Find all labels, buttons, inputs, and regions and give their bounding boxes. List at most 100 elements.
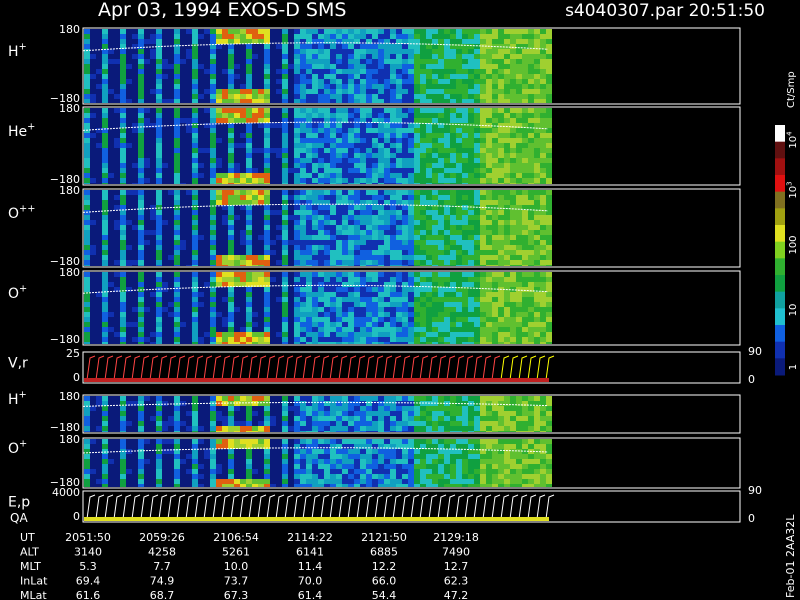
spectrogram-cell: [402, 34, 408, 39]
spectrogram-cell: [156, 255, 162, 260]
spectrogram-cell: [540, 200, 546, 205]
spectrogram-cell: [546, 39, 552, 44]
spectrogram-cell: [276, 302, 282, 307]
spectrogram-cell: [378, 265, 384, 266]
spectrogram-cell: [192, 143, 198, 148]
spectrogram-cell: [438, 158, 444, 163]
spectrogram-cell: [390, 99, 396, 103]
spectrogram-cell: [276, 317, 282, 322]
spectrogram-cell: [456, 240, 462, 245]
spectrogram-cell: [156, 168, 162, 173]
spectrogram-cell: [288, 297, 294, 302]
spectrogram-cell: [102, 282, 108, 287]
spectrogram-cell: [396, 265, 402, 266]
spectrogram-cell: [474, 332, 480, 337]
spectrogram-cell: [132, 44, 138, 49]
spectrogram-cell: [264, 327, 270, 332]
spectrogram-cell: [228, 59, 234, 64]
spectrogram-cell: [306, 230, 312, 235]
spectrogram-cell: [84, 168, 90, 173]
spectrogram-cell: [480, 143, 486, 148]
spectrogram-cell: [210, 79, 216, 84]
spectrogram-cell: [246, 332, 252, 337]
spectrogram-cell: [516, 265, 522, 266]
spectrogram-cell: [150, 272, 156, 277]
spectrogram-cell: [420, 64, 426, 69]
spectrogram-cell: [522, 282, 528, 287]
spectrogram-cell: [516, 260, 522, 265]
spectrogram-cell: [144, 128, 150, 133]
spectrogram-cell: [276, 183, 282, 184]
spectrogram-cell: [132, 250, 138, 255]
spectrogram-cell: [144, 79, 150, 84]
spectrogram-cell: [402, 342, 408, 344]
spectrogram-cell: [96, 337, 102, 342]
spectrogram-cell: [306, 297, 312, 302]
spectrogram-cell: [282, 245, 288, 250]
spectrogram-cell: [288, 332, 294, 337]
spectrogram-cell: [432, 292, 438, 297]
spectrogram-cell: [456, 210, 462, 215]
spectrogram-cell: [84, 220, 90, 225]
spectrogram-cell: [162, 200, 168, 205]
spectrogram-cell: [528, 49, 534, 54]
spectrogram-cell: [138, 302, 144, 307]
spectrogram-cell: [402, 118, 408, 123]
spectrogram-cell: [390, 307, 396, 312]
spectrogram-cell: [432, 307, 438, 312]
spectrogram-cell: [168, 312, 174, 317]
spectrogram-cell: [516, 133, 522, 138]
spectrogram-cell: [330, 183, 336, 184]
spectrogram-cell: [228, 292, 234, 297]
spectrogram-cell: [450, 245, 456, 250]
spectrogram-cell: [486, 59, 492, 64]
spectrogram-cell: [480, 183, 486, 184]
spectrogram-cell: [450, 272, 456, 277]
spectrogram-cell: [486, 29, 492, 34]
spectrogram-cell: [426, 178, 432, 183]
spectrogram-cell: [432, 153, 438, 158]
spectrogram-cell: [324, 225, 330, 230]
spectrogram-cell: [438, 230, 444, 235]
spectrogram-cell: [120, 200, 126, 205]
spectrogram-cell: [144, 190, 150, 195]
spectrogram-cell: [120, 327, 126, 332]
spectrogram-cell: [270, 29, 276, 34]
spectrogram-cell: [126, 84, 132, 89]
spectrogram-cell: [480, 168, 486, 173]
spectrogram-cell: [348, 183, 354, 184]
spectrogram-cell: [258, 158, 264, 163]
spectrogram-cell: [168, 421, 174, 426]
spectrogram-cell: [450, 178, 456, 183]
spectrogram-cell: [354, 49, 360, 54]
spectrogram-cell: [390, 312, 396, 317]
spectrogram-cell: [96, 178, 102, 183]
spectrogram-cell: [102, 260, 108, 265]
spectrogram-cell: [354, 282, 360, 287]
spectrogram-cell: [468, 183, 474, 184]
spectrogram-cell: [282, 190, 288, 195]
spectrogram-cell: [474, 133, 480, 138]
spectrogram-cell: [504, 245, 510, 250]
spectrogram-cell: [108, 84, 114, 89]
spectrogram-cell: [534, 260, 540, 265]
spectrogram-cell: [306, 99, 312, 103]
spectrogram-cell: [120, 113, 126, 118]
spectrogram-cell: [396, 260, 402, 265]
spectrogram-cell: [240, 123, 246, 128]
spectrogram-cell: [468, 153, 474, 158]
spectrogram-cell: [114, 158, 120, 163]
spectrogram-cell: [300, 327, 306, 332]
spectrogram-cell: [336, 302, 342, 307]
spectrogram-cell: [216, 158, 222, 163]
spectrogram-cell: [486, 235, 492, 240]
spectrogram-cell: [450, 287, 456, 292]
spectrogram-cell: [108, 94, 114, 99]
spectrogram-cell: [390, 200, 396, 205]
spectrogram-cell: [408, 235, 414, 240]
spectrogram-cell: [264, 225, 270, 230]
spectrogram-cell: [210, 118, 216, 123]
spectrogram-cell: [402, 123, 408, 128]
spectrogram-cell: [300, 69, 306, 74]
spectrogram-cell: [546, 297, 552, 302]
